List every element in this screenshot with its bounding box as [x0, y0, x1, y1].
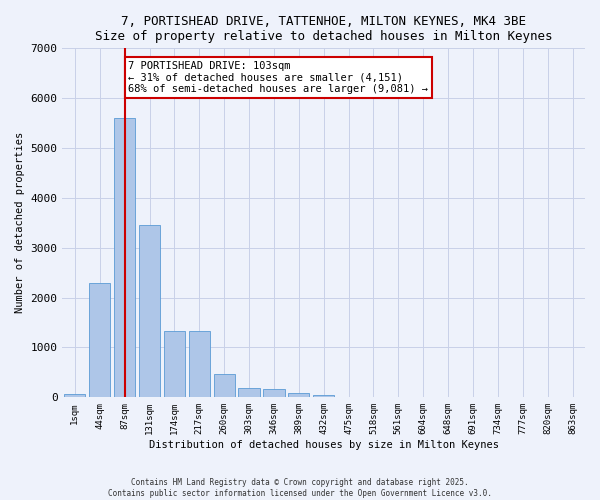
Bar — [263, 390, 284, 398]
Title: 7, PORTISHEAD DRIVE, TATTENHOE, MILTON KEYNES, MK4 3BE
Size of property relative: 7, PORTISHEAD DRIVE, TATTENHOE, MILTON K… — [95, 15, 553, 43]
Bar — [214, 374, 235, 398]
Bar — [189, 331, 210, 398]
X-axis label: Distribution of detached houses by size in Milton Keynes: Distribution of detached houses by size … — [149, 440, 499, 450]
Bar — [238, 388, 260, 398]
Bar — [164, 331, 185, 398]
Bar — [139, 226, 160, 398]
Text: Contains HM Land Registry data © Crown copyright and database right 2025.
Contai: Contains HM Land Registry data © Crown c… — [108, 478, 492, 498]
Y-axis label: Number of detached properties: Number of detached properties — [15, 132, 25, 314]
Bar — [288, 394, 310, 398]
Bar — [89, 282, 110, 398]
Bar — [313, 396, 334, 398]
Bar — [64, 394, 85, 398]
Text: 7 PORTISHEAD DRIVE: 103sqm
← 31% of detached houses are smaller (4,151)
68% of s: 7 PORTISHEAD DRIVE: 103sqm ← 31% of deta… — [128, 61, 428, 94]
Bar — [114, 118, 135, 398]
